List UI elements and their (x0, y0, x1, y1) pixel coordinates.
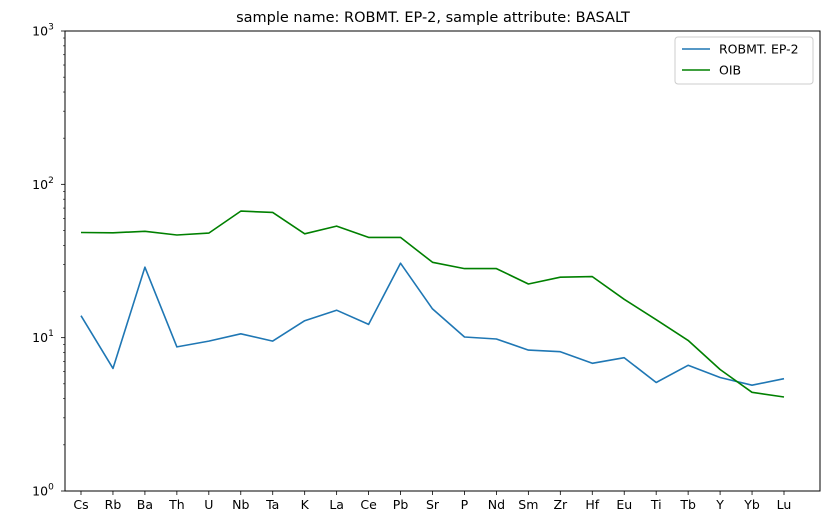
x-tick-label: La (329, 497, 344, 512)
chart-title: sample name: ROBMT. EP-2, sample attribu… (236, 10, 630, 26)
x-tick-label: Nb (232, 497, 249, 512)
x-tick-label: Ta (265, 497, 279, 512)
x-tick-label: Sr (426, 497, 440, 512)
x-tick-label: Nd (488, 497, 505, 512)
plot-area (64, 30, 821, 492)
x-axis: Cs Rb Ba Th U Nb Ta K La Ce Pb Sr P Nd Sm Zr Hf Eu Ti Tb Y Yb… (73, 491, 791, 512)
x-tick-label: Rb (105, 497, 122, 512)
x-tick-label: Tb (679, 497, 696, 512)
x-tick-label: Pb (393, 497, 409, 512)
x-tick-label: Lu (777, 497, 792, 512)
x-tick-label: K (301, 497, 310, 512)
x-tick-label: Ce (360, 497, 377, 512)
x-tick-label: Ti (650, 497, 662, 512)
series-line-2 (80, 210, 785, 398)
x-tick-label: Sm (518, 497, 538, 512)
x-tick-label: Eu (616, 497, 632, 512)
x-tick-label: Th (168, 497, 185, 512)
x-tick-label: U (204, 497, 213, 512)
x-tick-label: Cs (73, 497, 88, 512)
legend-label: OIB (719, 63, 741, 78)
x-tick-label: Zr (553, 497, 568, 512)
x-tick-label: Hf (585, 497, 599, 512)
series-line-1 (80, 262, 785, 387)
x-tick-label: Yb (743, 497, 760, 512)
y-tick-label: 102 (32, 176, 54, 192)
x-tick-label: Y (715, 497, 724, 512)
x-tick-label: Ba (137, 497, 153, 512)
x-tick-label: P (461, 497, 469, 512)
y-axis: 100 101 102 103 (32, 23, 65, 499)
y-tick-label: 100 (32, 483, 54, 499)
legend-label: ROBMT. EP-2 (719, 42, 799, 57)
y-tick-label: 101 (32, 329, 54, 345)
y-tick-label: 103 (32, 23, 54, 39)
series-layer (80, 210, 785, 398)
legend: ROBMT. EP-2 OIB (674, 36, 814, 85)
